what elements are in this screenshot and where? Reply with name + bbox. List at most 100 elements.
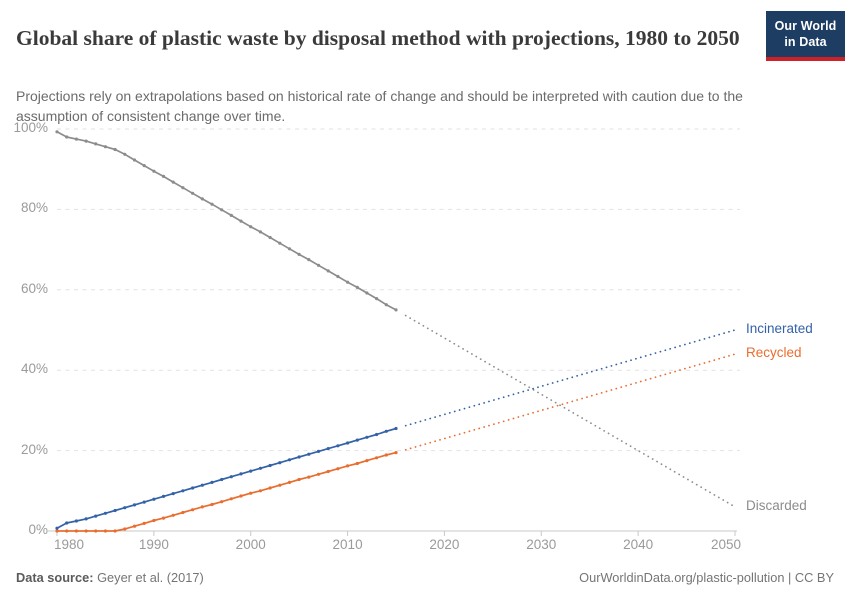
marker-discarded — [268, 235, 272, 240]
data-source: Data source: Geyer et al. (2017) — [16, 570, 204, 585]
marker-incinerated — [239, 472, 243, 476]
marker-discarded — [355, 285, 359, 289]
x-tick-label-2050: 2050 — [710, 537, 742, 552]
marker-discarded — [113, 147, 117, 152]
marker-recycled — [394, 451, 398, 455]
line-historical-discarded — [56, 131, 397, 311]
line-historical-incinerated — [56, 427, 397, 529]
line-historical-recycled — [57, 451, 397, 532]
marker-recycled — [384, 453, 388, 457]
marker-discarded — [375, 297, 379, 301]
owid-logo-line1: Our World — [774, 19, 837, 33]
marker-discarded — [132, 158, 137, 162]
marker-discarded — [326, 269, 330, 273]
marker-incinerated — [132, 503, 137, 507]
marker-discarded — [94, 142, 98, 146]
marker-incinerated — [268, 463, 272, 468]
marker-recycled — [161, 516, 166, 520]
marker-discarded — [297, 252, 301, 256]
marker-recycled — [191, 508, 195, 512]
marker-discarded — [229, 213, 233, 217]
marker-recycled — [55, 529, 59, 533]
marker-discarded — [123, 152, 127, 156]
marker-recycled — [142, 521, 146, 526]
series-label-recycled: Recycled — [746, 345, 802, 361]
marker-incinerated — [278, 461, 282, 465]
marker-recycled — [229, 497, 233, 501]
marker-discarded — [394, 308, 398, 312]
marker-discarded — [278, 241, 282, 245]
data-source-label: Data source: — [16, 570, 94, 585]
marker-recycled — [123, 527, 127, 531]
marker-recycled — [181, 510, 185, 515]
marker-discarded — [152, 169, 156, 173]
marker-incinerated — [326, 447, 330, 451]
owid-logo-line2: in Data — [784, 35, 827, 50]
marker-recycled — [74, 529, 78, 533]
marker-recycled — [375, 456, 379, 460]
marker-recycled — [307, 475, 311, 479]
marker-incinerated — [161, 494, 166, 498]
marker-incinerated — [84, 517, 88, 521]
series-label-incinerated: Incinerated — [746, 321, 813, 336]
marker-incinerated — [297, 455, 301, 459]
x-tick-label-2020: 2020 — [429, 537, 460, 552]
marker-discarded — [200, 197, 204, 201]
line-projection-recycled — [404, 353, 736, 451]
marker-incinerated — [346, 441, 350, 445]
marker-discarded — [336, 274, 340, 279]
marker-incinerated — [210, 480, 214, 484]
marker-discarded — [55, 130, 59, 134]
marker-discarded — [249, 225, 253, 229]
marker-incinerated — [336, 444, 340, 448]
marker-incinerated — [103, 511, 107, 515]
marker-incinerated — [355, 438, 359, 442]
marker-discarded — [103, 145, 107, 149]
marker-incinerated — [123, 506, 127, 510]
marker-discarded — [220, 208, 224, 212]
marker-discarded — [161, 174, 166, 178]
marker-recycled — [103, 529, 107, 533]
marker-recycled — [220, 500, 224, 504]
marker-recycled — [336, 467, 340, 471]
marker-discarded — [239, 219, 243, 223]
marker-incinerated — [74, 519, 78, 523]
marker-discarded — [191, 191, 195, 195]
marker-incinerated — [65, 521, 69, 525]
y-tick-label-80: 80% — [20, 200, 48, 216]
marker-incinerated — [384, 429, 388, 433]
marker-discarded — [365, 291, 369, 295]
marker-incinerated — [181, 489, 185, 493]
footer-attribution: OurWorldinData.org/plastic-pollution | C… — [579, 570, 834, 585]
data-source-value: Geyer et al. (2017) — [97, 570, 204, 585]
marker-discarded — [181, 186, 185, 190]
marker-recycled — [65, 529, 69, 533]
marker-recycled — [297, 477, 301, 482]
marker-recycled — [268, 486, 272, 490]
marker-discarded — [210, 202, 214, 206]
marker-recycled — [239, 494, 243, 498]
y-tick-label-20: 20% — [20, 441, 48, 457]
marker-discarded — [307, 258, 311, 262]
x-tick-label-1990: 1990 — [138, 537, 169, 552]
marker-incinerated — [200, 483, 204, 487]
marker-incinerated — [258, 466, 262, 470]
marker-incinerated — [229, 475, 233, 479]
marker-incinerated — [365, 435, 369, 439]
marker-discarded — [171, 180, 175, 184]
x-tick-label-1980: 1980 — [53, 537, 85, 552]
x-tick-label-2040: 2040 — [623, 537, 654, 552]
y-tick-label-0: 0% — [28, 522, 48, 537]
marker-discarded — [142, 164, 146, 168]
x-tick-label-2000: 2000 — [235, 537, 266, 552]
marker-recycled — [326, 469, 330, 474]
y-tick-label-40: 40% — [20, 361, 48, 377]
chart-title: Global share of plastic waste by disposa… — [16, 26, 740, 51]
marker-incinerated — [94, 514, 98, 518]
marker-discarded — [84, 139, 88, 143]
marker-discarded — [384, 303, 388, 307]
marker-discarded — [316, 263, 321, 267]
marker-incinerated — [220, 477, 224, 482]
